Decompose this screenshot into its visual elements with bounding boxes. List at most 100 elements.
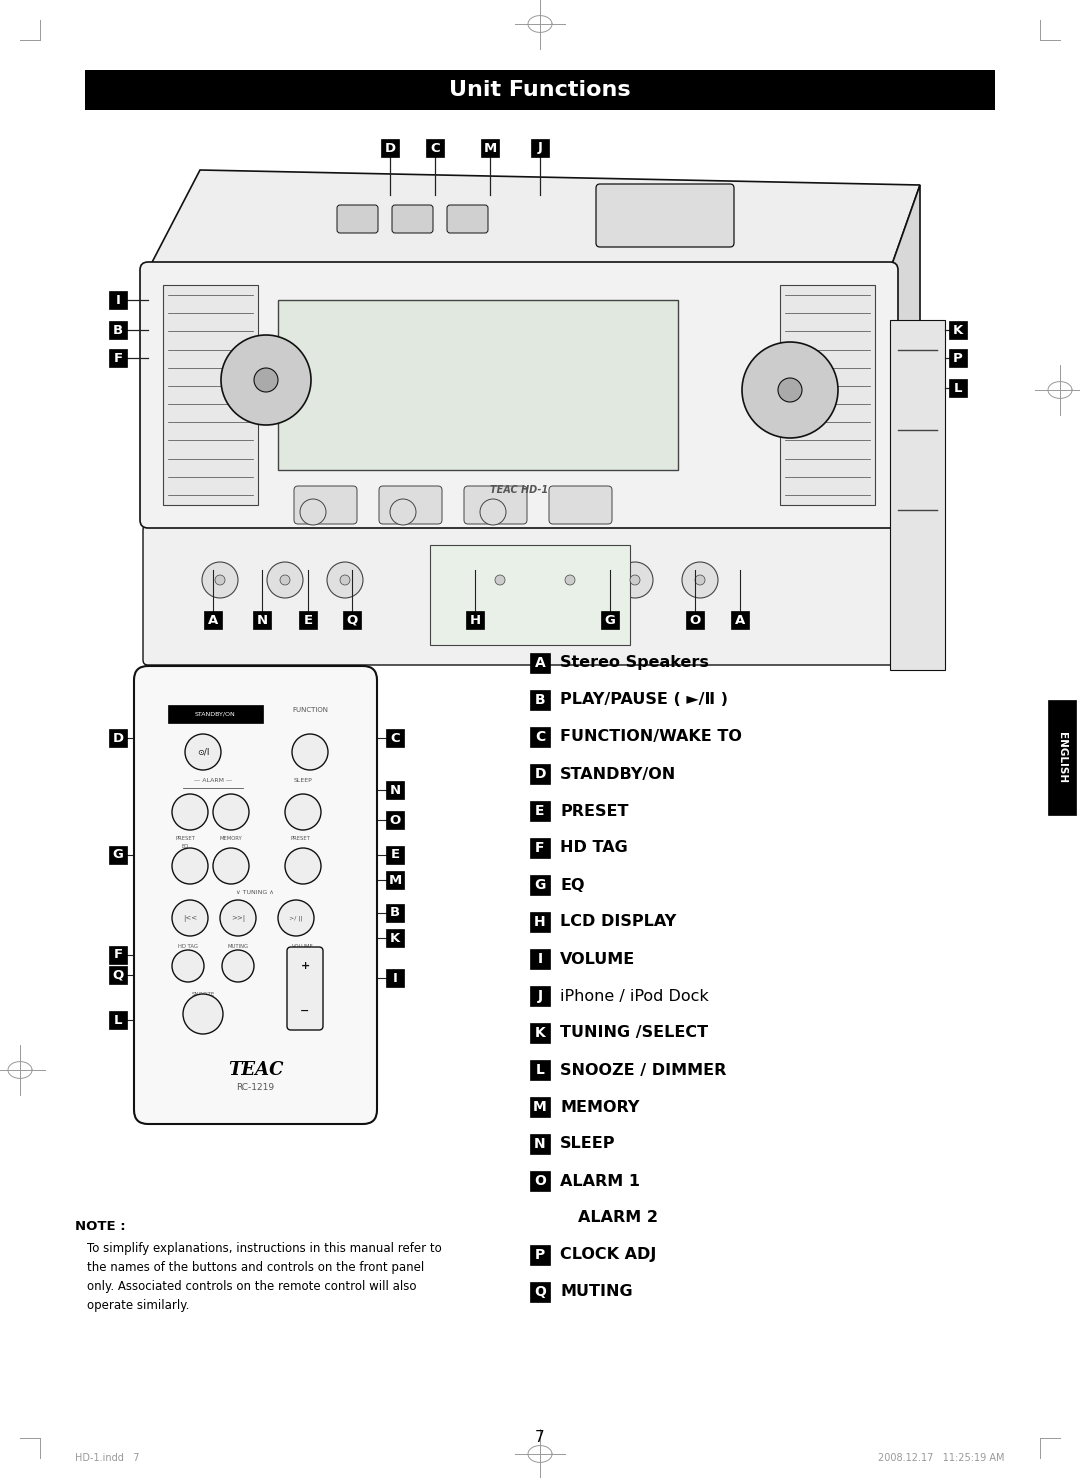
FancyBboxPatch shape <box>140 262 897 528</box>
Text: F: F <box>536 841 544 854</box>
Bar <box>278 300 678 470</box>
Text: EQ: EQ <box>181 844 189 848</box>
Text: I: I <box>116 294 121 306</box>
Circle shape <box>390 500 416 525</box>
Bar <box>168 705 264 723</box>
Text: operate similarly.: operate similarly. <box>87 1299 189 1312</box>
Text: C: C <box>430 142 440 155</box>
Text: TEAC: TEAC <box>228 1061 283 1079</box>
Text: +: + <box>300 961 310 971</box>
Bar <box>530 1023 550 1043</box>
Text: D: D <box>112 732 123 745</box>
Bar <box>253 610 271 630</box>
Text: >/ ||: >/ || <box>289 915 302 921</box>
Text: O: O <box>689 613 701 627</box>
Bar <box>530 1060 550 1080</box>
Text: J: J <box>538 989 542 1004</box>
Text: D: D <box>535 767 545 780</box>
Polygon shape <box>890 185 920 520</box>
Text: SNOOZE: SNOOZE <box>191 992 215 996</box>
Text: M: M <box>389 873 402 887</box>
Bar <box>530 838 550 859</box>
Text: PRESET: PRESET <box>291 835 310 841</box>
Text: only. Associated controls on the remote control will also: only. Associated controls on the remote … <box>87 1280 417 1293</box>
Text: B: B <box>535 693 545 706</box>
Text: H: H <box>470 613 481 627</box>
Text: G: G <box>535 878 545 893</box>
Bar <box>163 285 258 505</box>
Bar <box>530 912 550 933</box>
Text: ∨ TUNING ∧: ∨ TUNING ∧ <box>237 891 274 896</box>
Text: A: A <box>207 613 218 627</box>
Text: C: C <box>535 730 545 743</box>
Bar <box>109 1011 127 1029</box>
Text: MEMORY: MEMORY <box>561 1100 639 1114</box>
Text: — ALARM —: — ALARM — <box>194 779 232 783</box>
Text: G: G <box>112 848 123 862</box>
FancyBboxPatch shape <box>379 486 442 525</box>
Circle shape <box>213 848 249 884</box>
Text: A: A <box>535 656 545 670</box>
Text: ⊙/I: ⊙/I <box>197 748 210 757</box>
Text: Unit Functions: Unit Functions <box>449 80 631 101</box>
Bar <box>109 845 127 865</box>
Text: E: E <box>391 848 400 862</box>
Bar <box>481 139 499 157</box>
Text: A: A <box>734 613 745 627</box>
Bar <box>109 321 127 338</box>
Circle shape <box>267 562 303 599</box>
Bar <box>381 139 399 157</box>
Circle shape <box>742 341 838 437</box>
Text: L: L <box>954 381 962 395</box>
FancyBboxPatch shape <box>143 525 895 665</box>
Text: HD TAG: HD TAG <box>561 841 627 856</box>
Bar <box>530 1281 550 1302</box>
Text: PRESET: PRESET <box>561 804 629 819</box>
Text: N: N <box>256 613 268 627</box>
Circle shape <box>778 378 802 402</box>
Bar <box>949 321 967 338</box>
Bar <box>109 291 127 309</box>
FancyBboxPatch shape <box>596 183 734 247</box>
Text: B: B <box>113 324 123 337</box>
Bar <box>386 871 404 888</box>
Text: HD TAG: HD TAG <box>178 943 198 949</box>
Text: ALARM 2: ALARM 2 <box>578 1210 658 1225</box>
Text: M: M <box>534 1100 546 1114</box>
Circle shape <box>285 794 321 831</box>
Circle shape <box>630 575 640 585</box>
Bar <box>465 610 484 630</box>
Text: SLEEP: SLEEP <box>561 1137 616 1151</box>
Text: E: E <box>536 804 544 817</box>
Circle shape <box>280 575 291 585</box>
Bar <box>386 780 404 800</box>
Bar <box>204 610 222 630</box>
Text: PLAY/PAUSE ( ►/Ⅱ ): PLAY/PAUSE ( ►/Ⅱ ) <box>561 693 728 708</box>
Bar <box>530 1244 550 1265</box>
Text: TUNING /SELECT: TUNING /SELECT <box>561 1026 708 1041</box>
Bar <box>386 970 404 987</box>
Bar <box>530 690 550 709</box>
Bar <box>109 967 127 984</box>
Text: VOLUME: VOLUME <box>561 952 635 967</box>
Bar <box>530 727 550 746</box>
Text: K: K <box>390 931 400 944</box>
Circle shape <box>183 995 222 1035</box>
Circle shape <box>617 562 653 599</box>
Bar <box>343 610 361 630</box>
Bar <box>299 610 318 630</box>
Text: Q: Q <box>112 968 123 981</box>
Bar <box>109 349 127 367</box>
Text: To simplify explanations, instructions in this manual refer to: To simplify explanations, instructions i… <box>87 1242 442 1255</box>
Bar <box>386 811 404 829</box>
Polygon shape <box>148 170 920 270</box>
Text: L: L <box>536 1063 544 1077</box>
Circle shape <box>696 575 705 585</box>
Circle shape <box>172 900 208 936</box>
Circle shape <box>292 735 328 770</box>
Circle shape <box>480 500 507 525</box>
Circle shape <box>278 900 314 936</box>
Circle shape <box>202 562 238 599</box>
Text: B: B <box>390 906 400 919</box>
Bar <box>530 1134 550 1154</box>
